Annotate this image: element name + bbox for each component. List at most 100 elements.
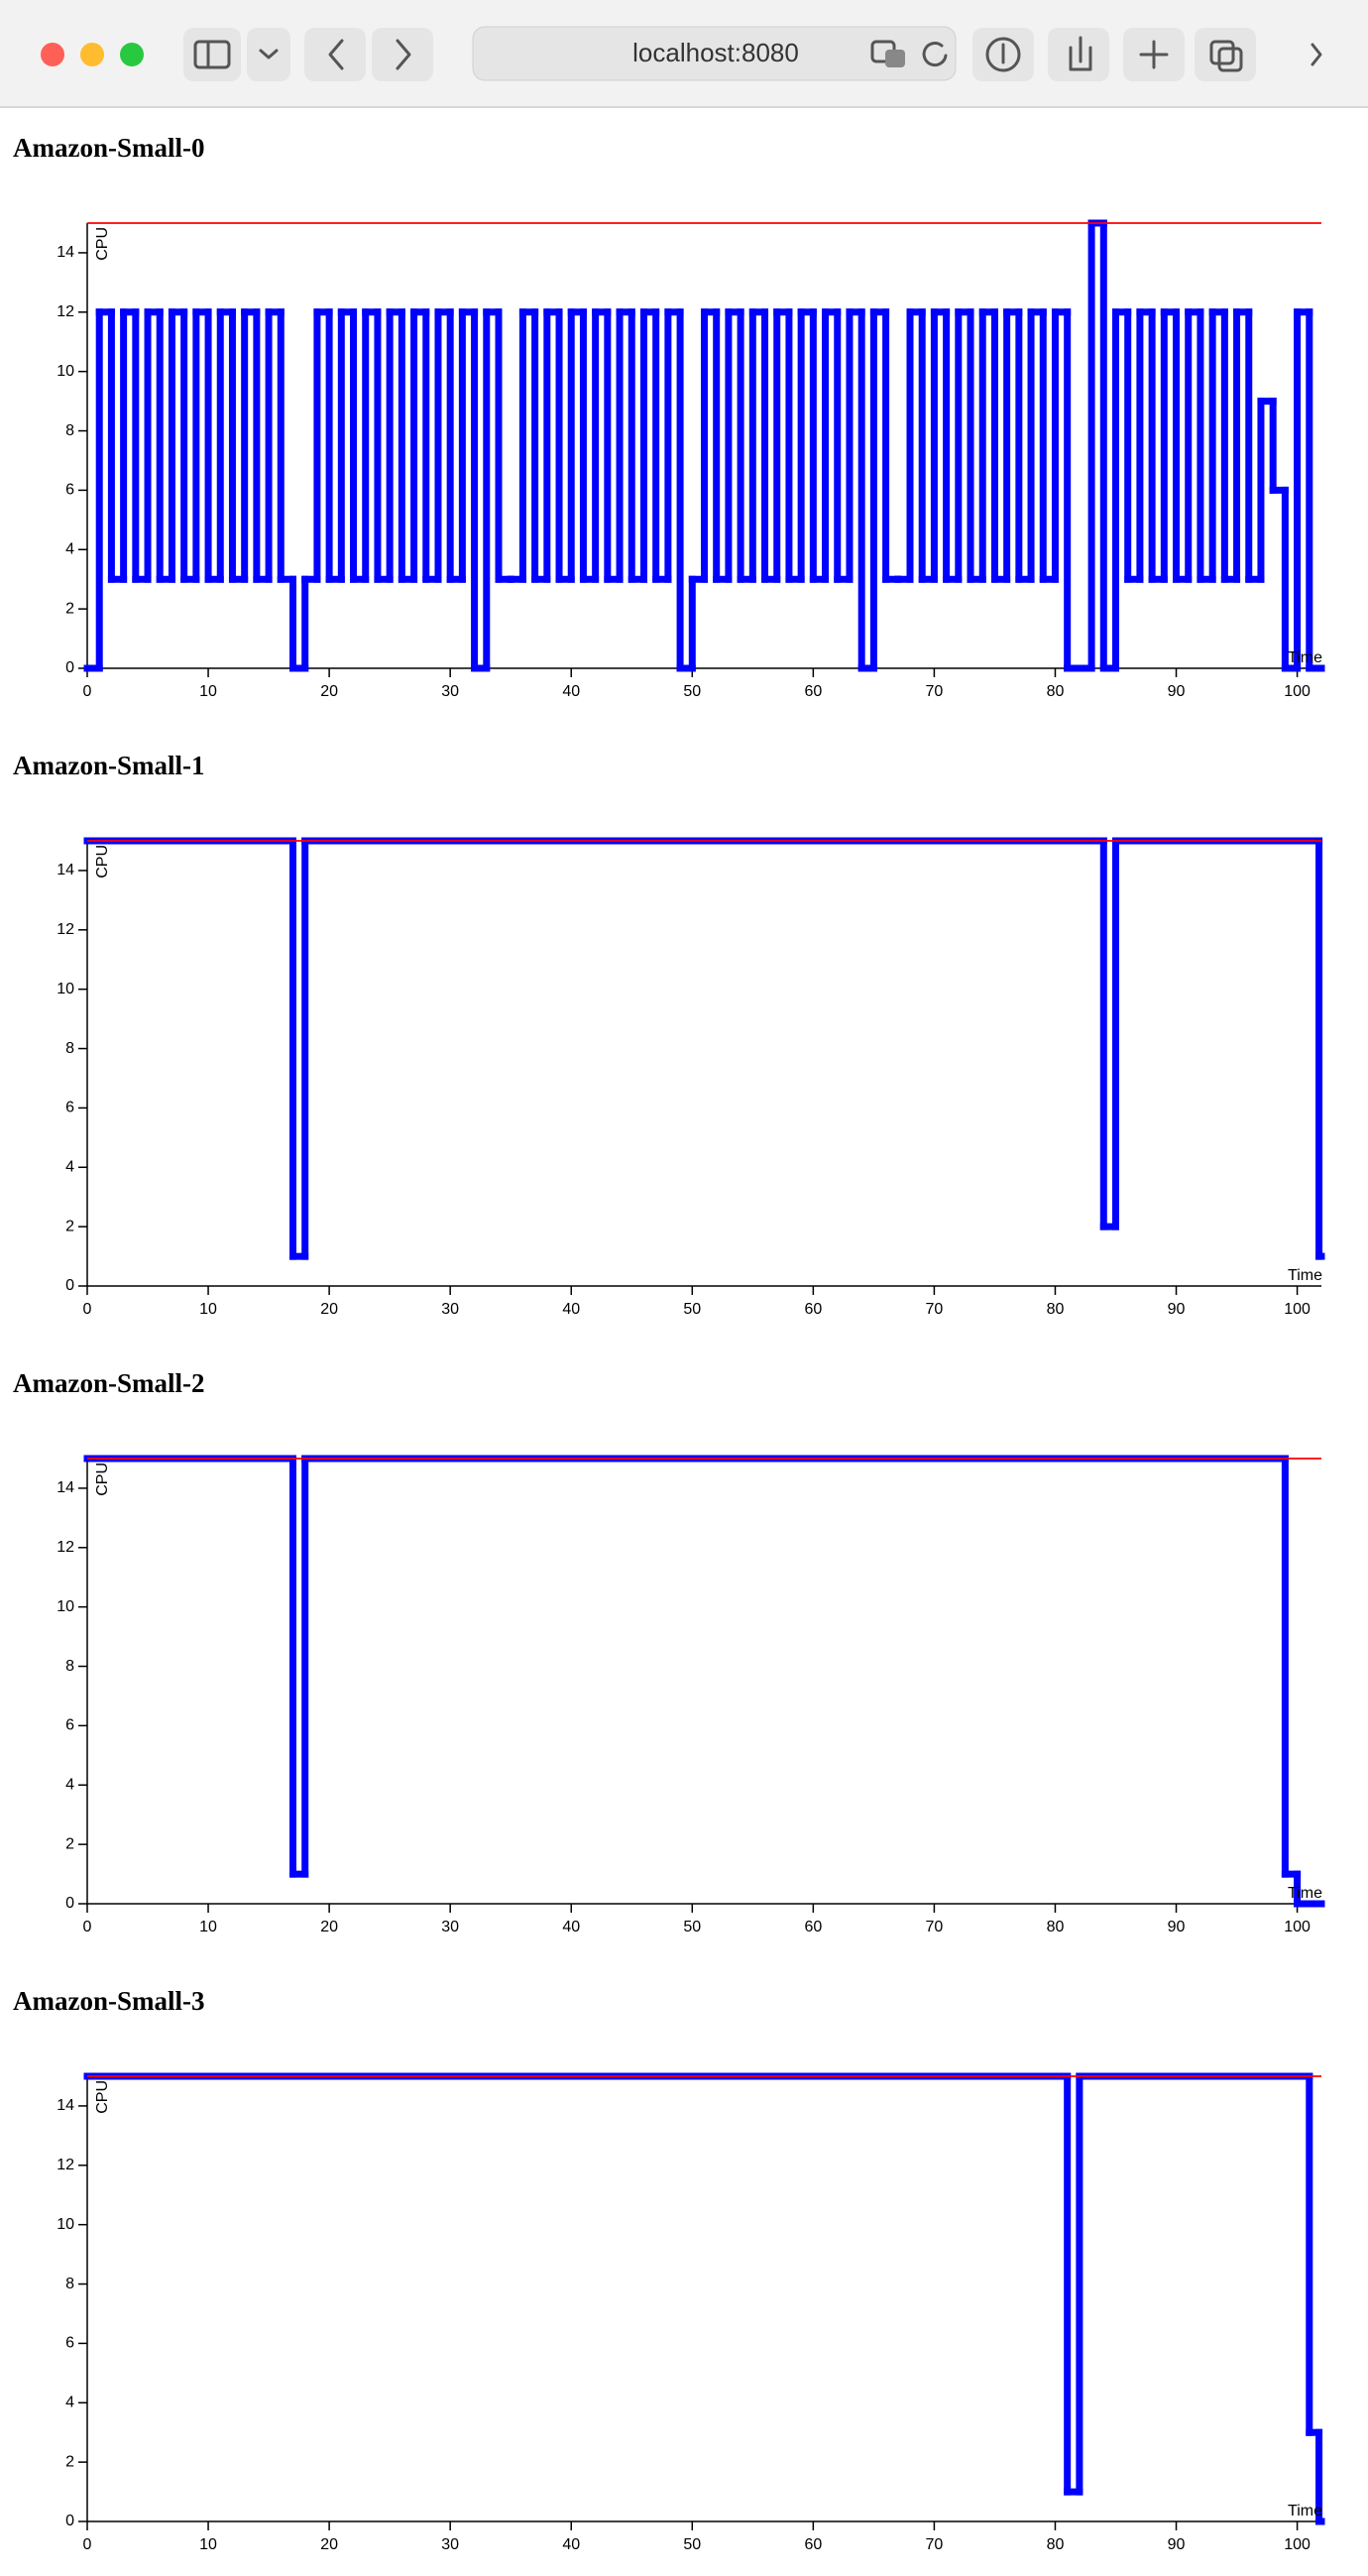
x-tick-label: 10 <box>199 683 217 700</box>
x-tick-label: 30 <box>441 1301 459 1318</box>
chart-panel: Amazon-Small-3 0 2 4 6 8 10 12 14 0 10 20 30 40 50 60 70… <box>13 1986 1325 2553</box>
x-tick-label: 90 <box>1168 2536 1186 2553</box>
y-tick-label: 8 <box>65 1040 74 1057</box>
chart-title: Amazon-Small-0 <box>13 133 204 163</box>
y-tick-label: 10 <box>57 1598 74 1615</box>
chart-title: Amazon-Small-3 <box>13 1986 204 2016</box>
close-button[interactable] <box>41 43 64 66</box>
y-tick-label: 14 <box>57 244 74 261</box>
x-tick-label: 0 <box>83 2536 92 2553</box>
y-tick-label: 8 <box>65 422 74 439</box>
y-tick-label: 4 <box>65 2394 74 2410</box>
x-tick-label: 70 <box>926 683 944 700</box>
chart-title: Amazon-Small-1 <box>13 751 204 780</box>
x-tick-label: 10 <box>199 2536 217 2553</box>
x-tick-label: 30 <box>441 1919 459 1935</box>
x-tick-label: 80 <box>1047 2536 1065 2553</box>
tab-overview-button[interactable] <box>1195 28 1256 81</box>
x-tick-label: 70 <box>926 1919 944 1935</box>
y-tick-label: 0 <box>65 1895 74 1912</box>
minimize-button[interactable] <box>80 43 104 66</box>
back-button[interactable] <box>304 28 366 81</box>
x-tick-label: 10 <box>199 1919 217 1935</box>
download-button[interactable] <box>972 28 1034 81</box>
x-tick-label: 60 <box>804 683 822 700</box>
x-tick-label: 40 <box>562 1919 580 1935</box>
x-tick-label: 80 <box>1047 1301 1065 1318</box>
y-tick-label: 10 <box>57 363 74 380</box>
y-tick-label: 6 <box>65 482 74 499</box>
x-tick-label: 0 <box>83 683 92 700</box>
share-button[interactable] <box>1048 28 1109 81</box>
y-tick-label: 12 <box>57 2157 74 2173</box>
x-tick-label: 100 <box>1284 1301 1311 1318</box>
more-button[interactable] <box>1311 43 1322 66</box>
chart-panel: Amazon-Small-0 0 2 4 6 8 10 12 14 0 10 20 30 40 50 60 70… <box>13 133 1325 700</box>
x-tick-label: 40 <box>562 1301 580 1318</box>
y-tick-label: 14 <box>57 1479 74 1496</box>
y-tick-label: 14 <box>57 2097 74 2114</box>
y-tick-label: 12 <box>57 1539 74 1556</box>
x-tick-label: 20 <box>320 1919 338 1935</box>
chart-title: Amazon-Small-2 <box>13 1368 204 1398</box>
y-tick-label: 0 <box>65 659 74 676</box>
x-tick-label: 90 <box>1168 1301 1186 1318</box>
tab-menu-button[interactable] <box>247 28 290 81</box>
chart-panel: Amazon-Small-2 0 2 4 6 8 10 12 14 0 10 20 30 40 50 60 70… <box>13 1368 1325 1935</box>
y-axis-label: CPU <box>94 1463 111 1496</box>
y-tick-label: 6 <box>65 1100 74 1116</box>
x-tick-label: 60 <box>804 2536 822 2553</box>
x-tick-label: 100 <box>1284 683 1311 700</box>
y-tick-label: 10 <box>57 981 74 997</box>
y-tick-label: 12 <box>57 921 74 938</box>
x-tick-label: 100 <box>1284 2536 1311 2553</box>
y-tick-label: 10 <box>57 2216 74 2233</box>
x-tick-label: 20 <box>320 1301 338 1318</box>
x-tick-label: 50 <box>683 1301 701 1318</box>
y-tick-label: 0 <box>65 1277 74 1294</box>
x-tick-label: 60 <box>804 1919 822 1935</box>
x-tick-label: 50 <box>683 683 701 700</box>
x-tick-label: 70 <box>926 1301 944 1318</box>
new-tab-button[interactable] <box>1123 28 1185 81</box>
y-tick-label: 0 <box>65 2513 74 2529</box>
x-axis-label: Time <box>1288 1267 1322 1284</box>
y-tick-label: 2 <box>65 600 74 617</box>
x-tick-label: 50 <box>683 2536 701 2553</box>
x-tick-label: 80 <box>1047 683 1065 700</box>
sidebar-button[interactable] <box>183 28 241 81</box>
x-tick-label: 0 <box>83 1301 92 1318</box>
y-tick-label: 8 <box>65 1658 74 1675</box>
y-tick-label: 14 <box>57 862 74 878</box>
zoom-button[interactable] <box>120 43 144 66</box>
forward-button[interactable] <box>372 28 433 81</box>
x-tick-label: 0 <box>83 1919 92 1935</box>
x-tick-label: 70 <box>926 2536 944 2553</box>
x-axis-label: Time <box>1288 2503 1322 2519</box>
x-tick-label: 40 <box>562 683 580 700</box>
x-tick-label: 20 <box>320 683 338 700</box>
address-bar[interactable]: localhost:8080 <box>472 26 957 81</box>
x-axis-label: Time <box>1288 1885 1322 1902</box>
x-tick-label: 90 <box>1168 683 1186 700</box>
x-tick-label: 20 <box>320 2536 338 2553</box>
y-axis-label: CPU <box>94 2080 111 2114</box>
y-tick-label: 4 <box>65 1776 74 1793</box>
chart-panel: Amazon-Small-1 0 2 4 6 8 10 12 14 0 10 20 30 40 50 60 70… <box>13 751 1325 1318</box>
x-tick-label: 40 <box>562 2536 580 2553</box>
x-tick-label: 30 <box>441 683 459 700</box>
x-tick-label: 90 <box>1168 1919 1186 1935</box>
x-tick-label: 60 <box>804 1301 822 1318</box>
y-tick-label: 6 <box>65 2335 74 2352</box>
x-tick-label: 50 <box>683 1919 701 1935</box>
y-axis-label: CPU <box>94 845 111 878</box>
x-tick-label: 10 <box>199 1301 217 1318</box>
y-tick-label: 4 <box>65 540 74 557</box>
x-tick-label: 80 <box>1047 1919 1065 1935</box>
y-tick-label: 6 <box>65 1717 74 1734</box>
y-tick-label: 2 <box>65 2453 74 2470</box>
y-tick-label: 2 <box>65 1835 74 1852</box>
y-tick-label: 2 <box>65 1218 74 1234</box>
